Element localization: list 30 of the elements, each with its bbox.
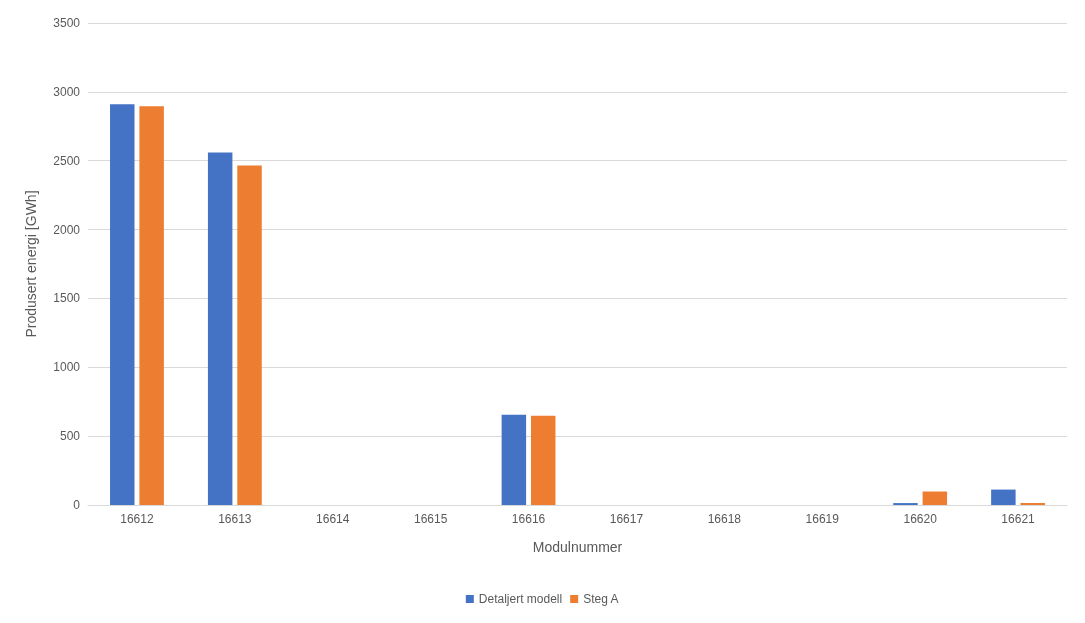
bar bbox=[139, 106, 164, 505]
x-axis-title: Modulnummer bbox=[532, 539, 623, 555]
x-tick-label: 16615 bbox=[413, 512, 448, 526]
x-tick-label: 16613 bbox=[218, 512, 252, 526]
y-tick-label: 2000 bbox=[53, 222, 81, 237]
bar bbox=[207, 152, 233, 505]
bar bbox=[237, 165, 262, 505]
x-tick-label: 16614 bbox=[316, 512, 350, 526]
x-tick-label: 16616 bbox=[511, 512, 546, 526]
x-tick-label: 16618 bbox=[707, 512, 742, 526]
bar bbox=[531, 415, 556, 505]
x-tick-label: 16621 bbox=[1001, 512, 1036, 526]
legend-label: Steg A bbox=[583, 592, 619, 606]
y-tick-label: 500 bbox=[59, 429, 81, 444]
x-tick-label: 16612 bbox=[120, 512, 154, 526]
bar bbox=[991, 489, 1016, 505]
bar bbox=[922, 491, 948, 505]
y-tick-label: 3000 bbox=[53, 84, 81, 99]
x-tick-label: 16619 bbox=[805, 512, 840, 526]
y-tick-label: 1000 bbox=[53, 360, 81, 375]
bar bbox=[501, 414, 527, 505]
y-tick-label: 3500 bbox=[53, 16, 81, 30]
y-tick-label: 0 bbox=[73, 498, 81, 512]
x-tick-label: 16617 bbox=[609, 512, 644, 526]
y-tick-label: 1500 bbox=[53, 291, 81, 306]
bar bbox=[110, 104, 135, 505]
x-tick-label: 16620 bbox=[903, 512, 938, 526]
y-tick-label: 2500 bbox=[53, 153, 81, 168]
legend-label: Detaljert modell bbox=[478, 592, 563, 606]
y-axis-title: Produsert energi [GWh] bbox=[23, 190, 39, 338]
